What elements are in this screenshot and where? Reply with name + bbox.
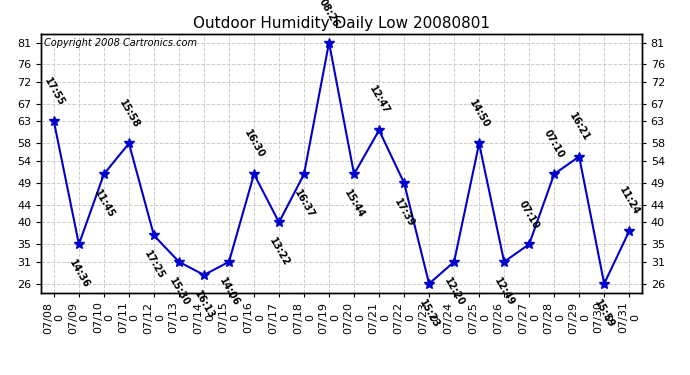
Text: 16:37: 16:37 <box>292 188 316 220</box>
Text: 12:49: 12:49 <box>492 276 516 308</box>
Text: 14:06: 14:06 <box>217 276 241 308</box>
Text: 15:58: 15:58 <box>117 98 141 129</box>
Text: 15:23: 15:23 <box>417 298 441 330</box>
Text: 17:39: 17:39 <box>392 197 416 229</box>
Title: Outdoor Humidity Daily Low 20080801: Outdoor Humidity Daily Low 20080801 <box>193 16 490 31</box>
Text: 16:30: 16:30 <box>242 128 266 160</box>
Text: 15:44: 15:44 <box>342 188 366 220</box>
Text: 11:24: 11:24 <box>617 185 641 217</box>
Text: 08:26: 08:26 <box>317 0 341 28</box>
Text: 17:55: 17:55 <box>42 76 66 108</box>
Text: 15:59: 15:59 <box>592 298 616 330</box>
Text: 07:10: 07:10 <box>517 198 541 230</box>
Text: 07:10: 07:10 <box>542 128 566 160</box>
Text: 16:13: 16:13 <box>192 289 216 321</box>
Text: 17:25: 17:25 <box>142 249 166 281</box>
Text: 14:50: 14:50 <box>467 98 491 129</box>
Text: 12:20: 12:20 <box>442 276 466 308</box>
Text: Copyright 2008 Cartronics.com: Copyright 2008 Cartronics.com <box>44 38 197 48</box>
Text: 15:30: 15:30 <box>167 276 191 308</box>
Text: 13:22: 13:22 <box>267 236 291 268</box>
Text: 14:36: 14:36 <box>67 258 91 290</box>
Text: 16:21: 16:21 <box>567 111 591 142</box>
Text: 11:45: 11:45 <box>92 188 116 220</box>
Text: 12:47: 12:47 <box>367 84 391 116</box>
